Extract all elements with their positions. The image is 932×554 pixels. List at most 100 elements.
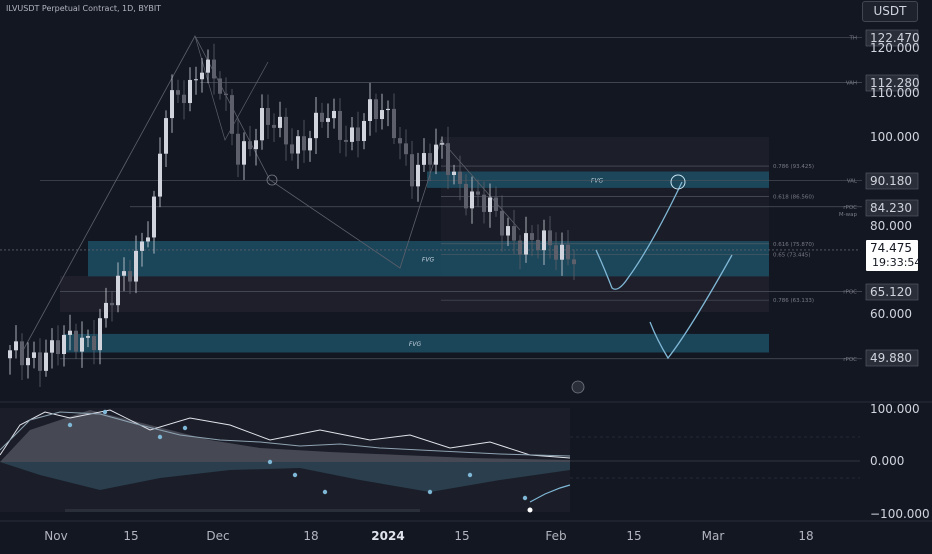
candle-body <box>416 164 420 187</box>
time-tick: 18 <box>798 529 813 543</box>
candle-body <box>452 171 456 176</box>
time-tick: Nov <box>44 529 67 543</box>
candle-body <box>182 94 186 104</box>
candle-body <box>368 99 372 121</box>
osc-dot <box>522 495 528 501</box>
candle-body <box>536 239 540 251</box>
fib-label: 0.618 (86.560) <box>773 194 814 200</box>
candle-body <box>230 95 234 134</box>
candle-body <box>56 340 60 355</box>
candle-body <box>464 183 468 209</box>
osc-dot <box>67 422 73 428</box>
range-box <box>60 276 769 312</box>
osc-dot <box>427 489 433 495</box>
candle-body <box>482 194 486 212</box>
level-label: TH <box>849 36 858 42</box>
candle-body <box>254 140 258 150</box>
candle-body <box>98 318 102 351</box>
osc-dot <box>527 507 533 513</box>
price-tick: 60.000 <box>870 307 912 321</box>
candle-body <box>8 350 12 359</box>
candle-body <box>74 330 78 352</box>
candle-body <box>470 191 474 209</box>
candle-body <box>14 341 18 351</box>
candle-body <box>518 240 522 255</box>
price-tag <box>865 74 919 92</box>
candle-body <box>446 143 450 176</box>
candle-body <box>512 226 516 241</box>
osc-area <box>0 410 570 462</box>
candle-body <box>326 118 330 122</box>
candle-body <box>506 226 510 236</box>
currency-button[interactable]: USDT <box>862 1 918 22</box>
level-label: rPOC <box>843 357 857 363</box>
chart-body: FVGFVGFVGTHVAHVALrPOCrPOCrPOCM-wap0.786 … <box>0 29 932 543</box>
time-tick: 15 <box>123 529 138 543</box>
candle-body <box>494 197 498 211</box>
price-tag <box>865 349 919 367</box>
fvg-zone <box>88 240 769 277</box>
candle-body <box>356 127 360 142</box>
candle-body <box>440 143 444 145</box>
time-tick: 15 <box>454 529 469 543</box>
candle-body <box>572 259 576 265</box>
osc-projection <box>529 484 571 503</box>
candle-body <box>20 341 24 366</box>
candle-body <box>248 141 252 150</box>
osc-tick: −100.000 <box>870 507 930 521</box>
zigzag-line <box>19 35 521 357</box>
candle-body <box>170 90 174 119</box>
candle-body <box>110 302 114 306</box>
level-label: M-wap <box>839 212 858 218</box>
price-tick: 112.280 <box>870 76 920 90</box>
candle-body <box>308 138 312 151</box>
candle-body <box>374 99 378 120</box>
osc-dot <box>157 434 163 440</box>
candle-body <box>560 244 564 260</box>
time-tick: Dec <box>206 529 229 543</box>
candle-body <box>164 118 168 154</box>
osc-dot <box>292 472 298 478</box>
zigzag-line <box>194 35 269 141</box>
candle-body <box>86 336 90 338</box>
price-tag <box>865 29 919 47</box>
candle-body <box>26 357 30 366</box>
candle-body <box>542 230 546 251</box>
time-tick: Mar <box>702 529 725 543</box>
candle-body <box>410 154 414 187</box>
candle-body <box>458 171 462 184</box>
osc-dot <box>322 489 328 495</box>
current-price-value: 74.475 <box>870 241 912 255</box>
fib-label: 0.786 (93.425) <box>773 164 814 170</box>
candle-body <box>92 336 96 351</box>
candle-body <box>50 340 54 353</box>
candle-body <box>488 197 492 212</box>
candle-body <box>344 139 348 142</box>
price-tick: 49.880 <box>870 351 912 365</box>
candle-body <box>398 138 402 144</box>
candle-body <box>380 110 384 120</box>
candle-body <box>236 133 240 165</box>
osc-signal <box>0 411 571 457</box>
time-tick: 15 <box>626 529 641 543</box>
candle-body <box>392 108 396 139</box>
candle-body <box>146 237 150 242</box>
candle-body <box>266 108 270 125</box>
osc-dot <box>267 459 273 465</box>
osc-dot <box>182 425 188 431</box>
candle-body <box>476 191 480 195</box>
symbol-title: ILVUSDT Perpetual Contract, 1D, BYBIT <box>6 4 162 13</box>
candle-body <box>434 144 438 165</box>
time-tick: 18 <box>303 529 318 543</box>
candle-body <box>206 59 210 73</box>
candle-body <box>140 241 144 251</box>
candle-body <box>338 110 342 140</box>
candle-body <box>176 90 180 95</box>
candle-body <box>500 210 504 236</box>
price-tag <box>865 172 919 190</box>
fvg-zone <box>427 171 769 188</box>
target-circle <box>670 174 686 190</box>
candle-body <box>290 144 294 154</box>
time-tick: Feb <box>545 529 566 543</box>
